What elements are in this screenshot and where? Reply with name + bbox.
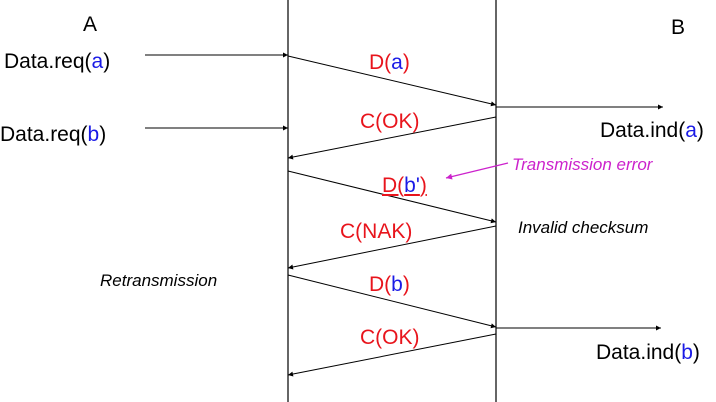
entity-b-label: B: [671, 16, 686, 39]
transmission-error-note: Transmission error: [512, 155, 653, 174]
frame-arrow-ack-ok-1: [287, 116, 497, 160]
entity-a-label: A: [83, 13, 98, 36]
frame-label-nak: C(NAK): [340, 220, 413, 243]
frame-arrow-data-b-retx: [287, 274, 497, 329]
frame-arrow-data-a: [287, 55, 497, 107]
indication-label-a: Data.ind(a): [600, 119, 704, 142]
request-label-b: Data.req(b): [0, 123, 107, 146]
request-label-a: Data.req(a): [4, 50, 111, 73]
frame-arrow-ack-ok-2: [287, 333, 497, 377]
frame-label-ack-ok-2: C(OK): [360, 326, 420, 349]
error-pointer-arrow: [445, 162, 509, 180]
frame-label-data-a: D(a): [369, 51, 410, 74]
frame-arrow-nak: [287, 225, 497, 270]
retransmission-note: Retransmission: [100, 271, 218, 290]
invalid-checksum-note: Invalid checksum: [518, 218, 649, 237]
frame-label-data-b-corrupt: D(b'): [382, 174, 427, 197]
frame-arrow-data-b-corrupt: [287, 170, 497, 224]
frame-label-ack-ok-1: C(OK): [360, 110, 420, 133]
indication-label-b: Data.ind(b): [596, 341, 700, 364]
frame-label-data-b-retx: D(b): [369, 273, 410, 296]
